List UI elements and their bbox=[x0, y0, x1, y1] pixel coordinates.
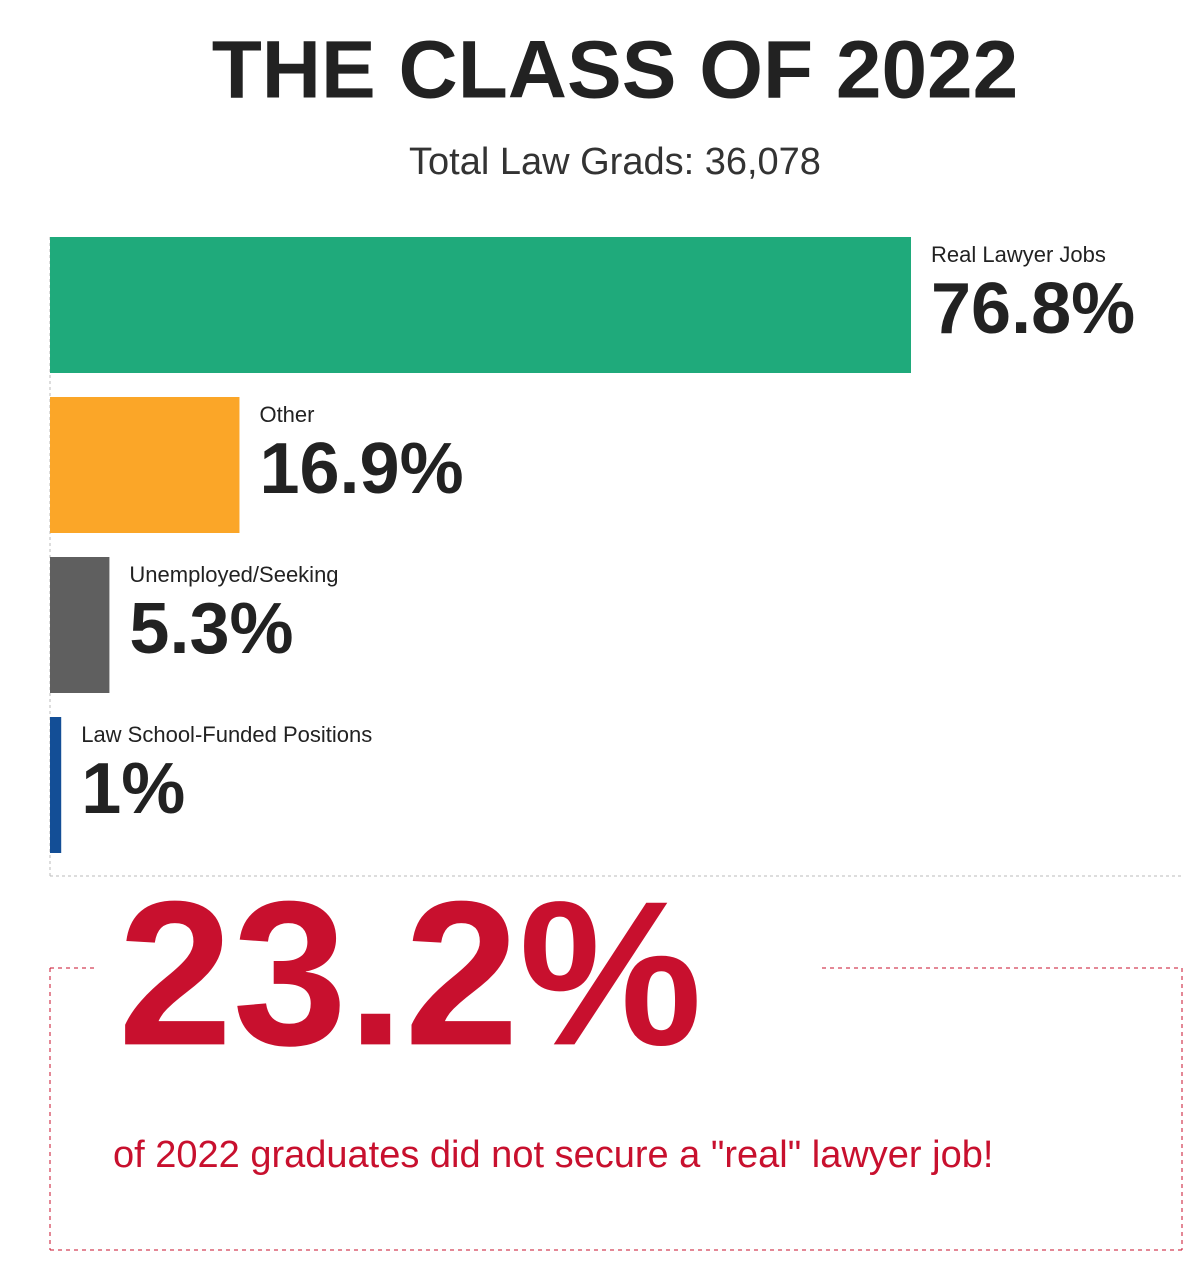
callout-text: of 2022 graduates did not secure a "real… bbox=[113, 1134, 994, 1176]
chart-subtitle: Total Law Grads: 36,078 bbox=[409, 141, 821, 183]
category-label: Other bbox=[259, 402, 314, 427]
chart-title: THE CLASS OF 2022 bbox=[212, 25, 1019, 116]
callout-box bbox=[49, 967, 1183, 1251]
value-label: 5.3% bbox=[129, 589, 293, 669]
bar bbox=[50, 717, 62, 853]
category-label: Law School-Funded Positions bbox=[81, 722, 372, 747]
value-label: 1% bbox=[81, 749, 185, 829]
value-label: 76.8% bbox=[931, 269, 1135, 349]
category-label: Real Lawyer Jobs bbox=[931, 242, 1106, 267]
bar bbox=[50, 397, 240, 533]
category-label: Unemployed/Seeking bbox=[129, 562, 338, 587]
value-label: 16.9% bbox=[259, 429, 463, 509]
bar bbox=[50, 557, 110, 693]
bar bbox=[50, 237, 911, 373]
callout-highlight: 23.2% bbox=[118, 858, 702, 1088]
